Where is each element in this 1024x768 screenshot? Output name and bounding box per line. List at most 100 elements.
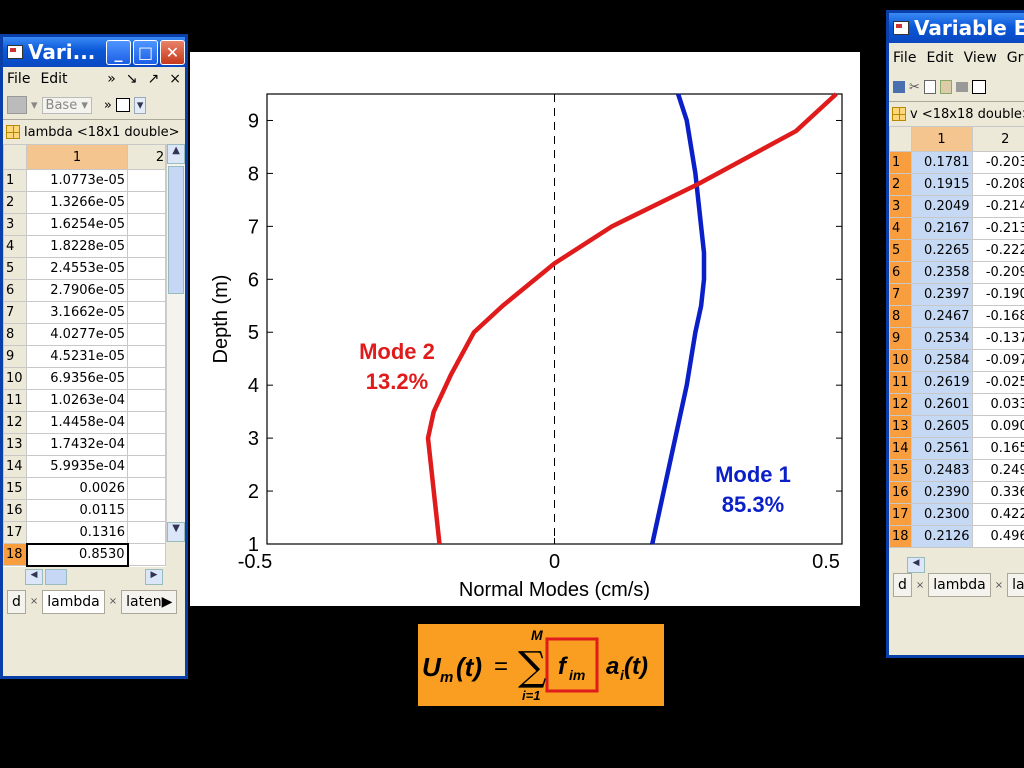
row-header[interactable]: 2 [889, 173, 912, 196]
row-header[interactable]: 12 [3, 411, 27, 434]
vertical-scrollbar[interactable]: ▲ ▼ [166, 144, 185, 542]
table-cell[interactable]: -0.1902 [971, 283, 1024, 306]
table-cell[interactable] [126, 235, 167, 258]
row-header[interactable]: 18 [3, 543, 27, 566]
table-cell[interactable]: 3.1662e-05 [26, 301, 128, 324]
table-cell[interactable]: 1.6254e-05 [26, 213, 128, 236]
row-header[interactable]: 6 [889, 261, 912, 284]
horizontal-scrollbar[interactable]: ◀ ▶ [3, 567, 185, 585]
table-cell[interactable]: 0.3361 [971, 481, 1024, 504]
row-header[interactable]: 4 [889, 217, 912, 240]
table-cell[interactable]: -0.0250 [971, 371, 1024, 394]
tab-close-icon[interactable]: × [108, 596, 118, 607]
table-cell[interactable] [126, 323, 167, 346]
table-cell[interactable] [126, 169, 167, 192]
table-cell[interactable]: 0.2496 [971, 459, 1024, 482]
row-header[interactable]: 10 [3, 367, 27, 390]
table-cell[interactable]: 0.0115 [26, 499, 128, 522]
table-cell[interactable] [126, 477, 167, 500]
table-cell[interactable]: 0.2397 [910, 283, 973, 306]
column-header-1[interactable]: 1 [910, 126, 973, 152]
tab-lambda[interactable]: lambda [42, 589, 105, 614]
row-header[interactable]: 5 [3, 257, 27, 280]
cut-icon[interactable]: ✂ [909, 79, 920, 95]
menu-view[interactable]: View [963, 50, 997, 66]
table-cell[interactable]: 0.4228 [971, 503, 1024, 526]
row-header[interactable]: 17 [889, 503, 912, 526]
row-header[interactable]: 13 [3, 433, 27, 456]
table-cell[interactable]: 0.2049 [910, 195, 973, 218]
column-header-1[interactable]: 1 [26, 144, 128, 170]
print-icon[interactable] [955, 82, 968, 92]
tab-close-icon[interactable]: × [915, 579, 925, 591]
menu-file[interactable]: File [893, 50, 917, 66]
title-bar[interactable]: Vari... _ □ ✕ [3, 37, 185, 67]
table-cell[interactable] [126, 213, 167, 236]
table-cell[interactable]: 4.0277e-05 [26, 323, 128, 346]
table-cell[interactable]: 1.8228e-05 [26, 235, 128, 258]
table-cell[interactable] [126, 257, 167, 280]
table-cell[interactable]: 0.2467 [910, 305, 973, 328]
scroll-left-icon[interactable]: ◀ [907, 557, 925, 573]
minimize-button[interactable]: _ [106, 39, 131, 65]
table-cell[interactable]: 0.2167 [910, 217, 973, 240]
data-grid[interactable]: 1 2 1 1.0773e-05 2 1.3266e-05 3 1.6254e-05 4 1.… [3, 144, 167, 567]
tab-lambda[interactable]: lambda [928, 573, 991, 597]
table-cell[interactable]: 0.2605 [910, 415, 973, 438]
table-cell[interactable]: 0.2534 [910, 327, 973, 350]
maximize-button[interactable]: □ [133, 39, 158, 65]
more-menus-icon[interactable]: » [107, 71, 116, 87]
table-cell[interactable] [126, 433, 167, 456]
table-cell[interactable]: 1.0263e-04 [26, 389, 128, 412]
table-cell[interactable]: 2.7906e-05 [26, 279, 128, 302]
row-header[interactable]: 9 [3, 345, 27, 368]
table-cell[interactable]: 1.4458e-04 [26, 411, 128, 434]
table-cell[interactable] [126, 389, 167, 412]
table-cell[interactable]: 0.4964 [971, 525, 1024, 548]
row-header[interactable]: 4 [3, 235, 27, 258]
row-header[interactable]: 7 [889, 283, 912, 306]
row-header[interactable]: 2 [3, 191, 27, 214]
row-header[interactable]: 13 [889, 415, 912, 438]
table-cell[interactable]: -0.2228 [971, 239, 1024, 262]
option-dropdown-icon[interactable]: ▾ [133, 96, 147, 114]
table-cell[interactable]: 0.2584 [910, 349, 973, 372]
row-header[interactable]: 8 [3, 323, 27, 346]
scroll-down-icon[interactable]: ▼ [167, 522, 185, 542]
row-header[interactable]: 1 [3, 169, 27, 192]
table-cell[interactable]: 1.0773e-05 [26, 169, 128, 192]
tab-la[interactable]: la [1007, 573, 1024, 597]
table-cell[interactable] [126, 279, 167, 302]
row-header[interactable]: 6 [3, 279, 27, 302]
table-cell[interactable]: 2.4553e-05 [26, 257, 128, 280]
table-cell[interactable]: 4.5231e-05 [26, 345, 128, 368]
row-header[interactable]: 1 [889, 151, 912, 174]
base-select[interactable]: Base ▾ [41, 96, 92, 114]
table-cell[interactable]: 0.0330 [971, 393, 1024, 416]
table-cell[interactable]: -0.1681 [971, 305, 1024, 328]
menu-edit[interactable]: Edit [40, 71, 68, 87]
title-bar[interactable]: Variable Edit [889, 13, 1024, 43]
tab-d[interactable]: d [893, 573, 912, 597]
copy-icon[interactable] [923, 80, 936, 94]
column-header-2[interactable]: 2 [971, 126, 1024, 152]
table-cell[interactable]: -0.0978 [971, 349, 1024, 372]
table-cell[interactable] [126, 345, 167, 368]
tab-laten[interactable]: laten▶ [121, 589, 178, 614]
dropdown-arrow-icon[interactable]: ▾ [31, 97, 38, 113]
row-header[interactable]: 7 [3, 301, 27, 324]
dock-icon[interactable]: ↗ [147, 71, 160, 87]
tab-close-icon[interactable]: × [29, 596, 39, 607]
table-cell[interactable]: 0.1915 [910, 173, 973, 196]
row-header[interactable]: 14 [889, 437, 912, 460]
table-cell[interactable]: 0.2126 [910, 525, 973, 548]
scroll-right-icon[interactable]: ▶ [145, 568, 163, 585]
table-cell[interactable] [126, 411, 167, 434]
row-header[interactable]: 15 [3, 477, 27, 500]
row-header[interactable]: 11 [889, 371, 912, 394]
row-header[interactable]: 18 [889, 525, 912, 548]
table-cell[interactable]: 0.2265 [910, 239, 973, 262]
scroll-up-icon[interactable]: ▲ [167, 144, 185, 164]
table-cell[interactable]: 0.2358 [910, 261, 973, 284]
